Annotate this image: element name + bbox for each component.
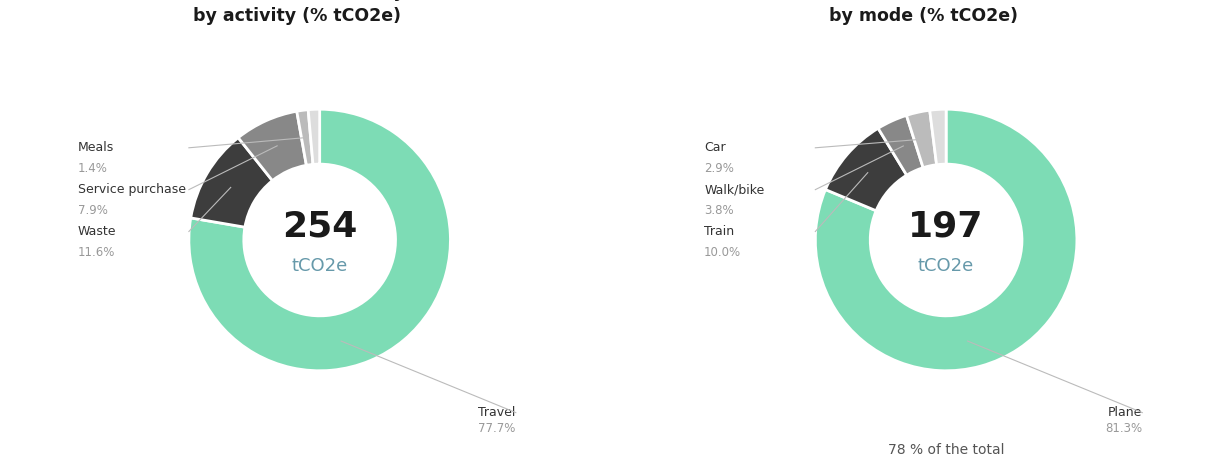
Text: 7.9%: 7.9% <box>78 204 107 217</box>
Text: tCO2e: tCO2e <box>292 257 348 275</box>
Text: 197: 197 <box>909 210 983 244</box>
Text: tCO2e: tCO2e <box>917 257 975 275</box>
Text: 81.3%: 81.3% <box>1105 422 1142 435</box>
Wedge shape <box>878 116 924 175</box>
Text: 3.8%: 3.8% <box>704 204 733 217</box>
Text: Walk/bike: Walk/bike <box>704 183 765 196</box>
Title: Travel emissions
by mode (% tCO2e): Travel emissions by mode (% tCO2e) <box>828 0 1017 25</box>
Text: 78 % of the total: 78 % of the total <box>888 443 1004 457</box>
Text: 10.0%: 10.0% <box>704 246 742 259</box>
Text: 77.7%: 77.7% <box>478 422 516 435</box>
Text: 1.4%: 1.4% <box>78 162 107 175</box>
Text: 254: 254 <box>282 210 357 244</box>
Text: Travel: Travel <box>478 406 516 419</box>
Text: 2.9%: 2.9% <box>704 162 734 175</box>
Wedge shape <box>826 128 906 211</box>
Text: Service purchase: Service purchase <box>78 183 185 196</box>
Text: Car: Car <box>704 141 726 154</box>
Text: Plane: Plane <box>1108 406 1142 419</box>
Text: Meals: Meals <box>78 141 113 154</box>
Text: Train: Train <box>704 225 734 238</box>
Title: Total emissions of URBACT City Festival,
by activity (% tCO2e): Total emissions of URBACT City Festival,… <box>99 0 494 25</box>
Wedge shape <box>189 109 450 371</box>
Wedge shape <box>238 111 306 181</box>
Wedge shape <box>906 110 937 168</box>
Wedge shape <box>815 109 1077 371</box>
Wedge shape <box>930 109 947 165</box>
Wedge shape <box>296 110 314 165</box>
Wedge shape <box>190 137 272 227</box>
Wedge shape <box>309 109 320 164</box>
Text: Waste: Waste <box>78 225 116 238</box>
Text: 11.6%: 11.6% <box>78 246 115 259</box>
